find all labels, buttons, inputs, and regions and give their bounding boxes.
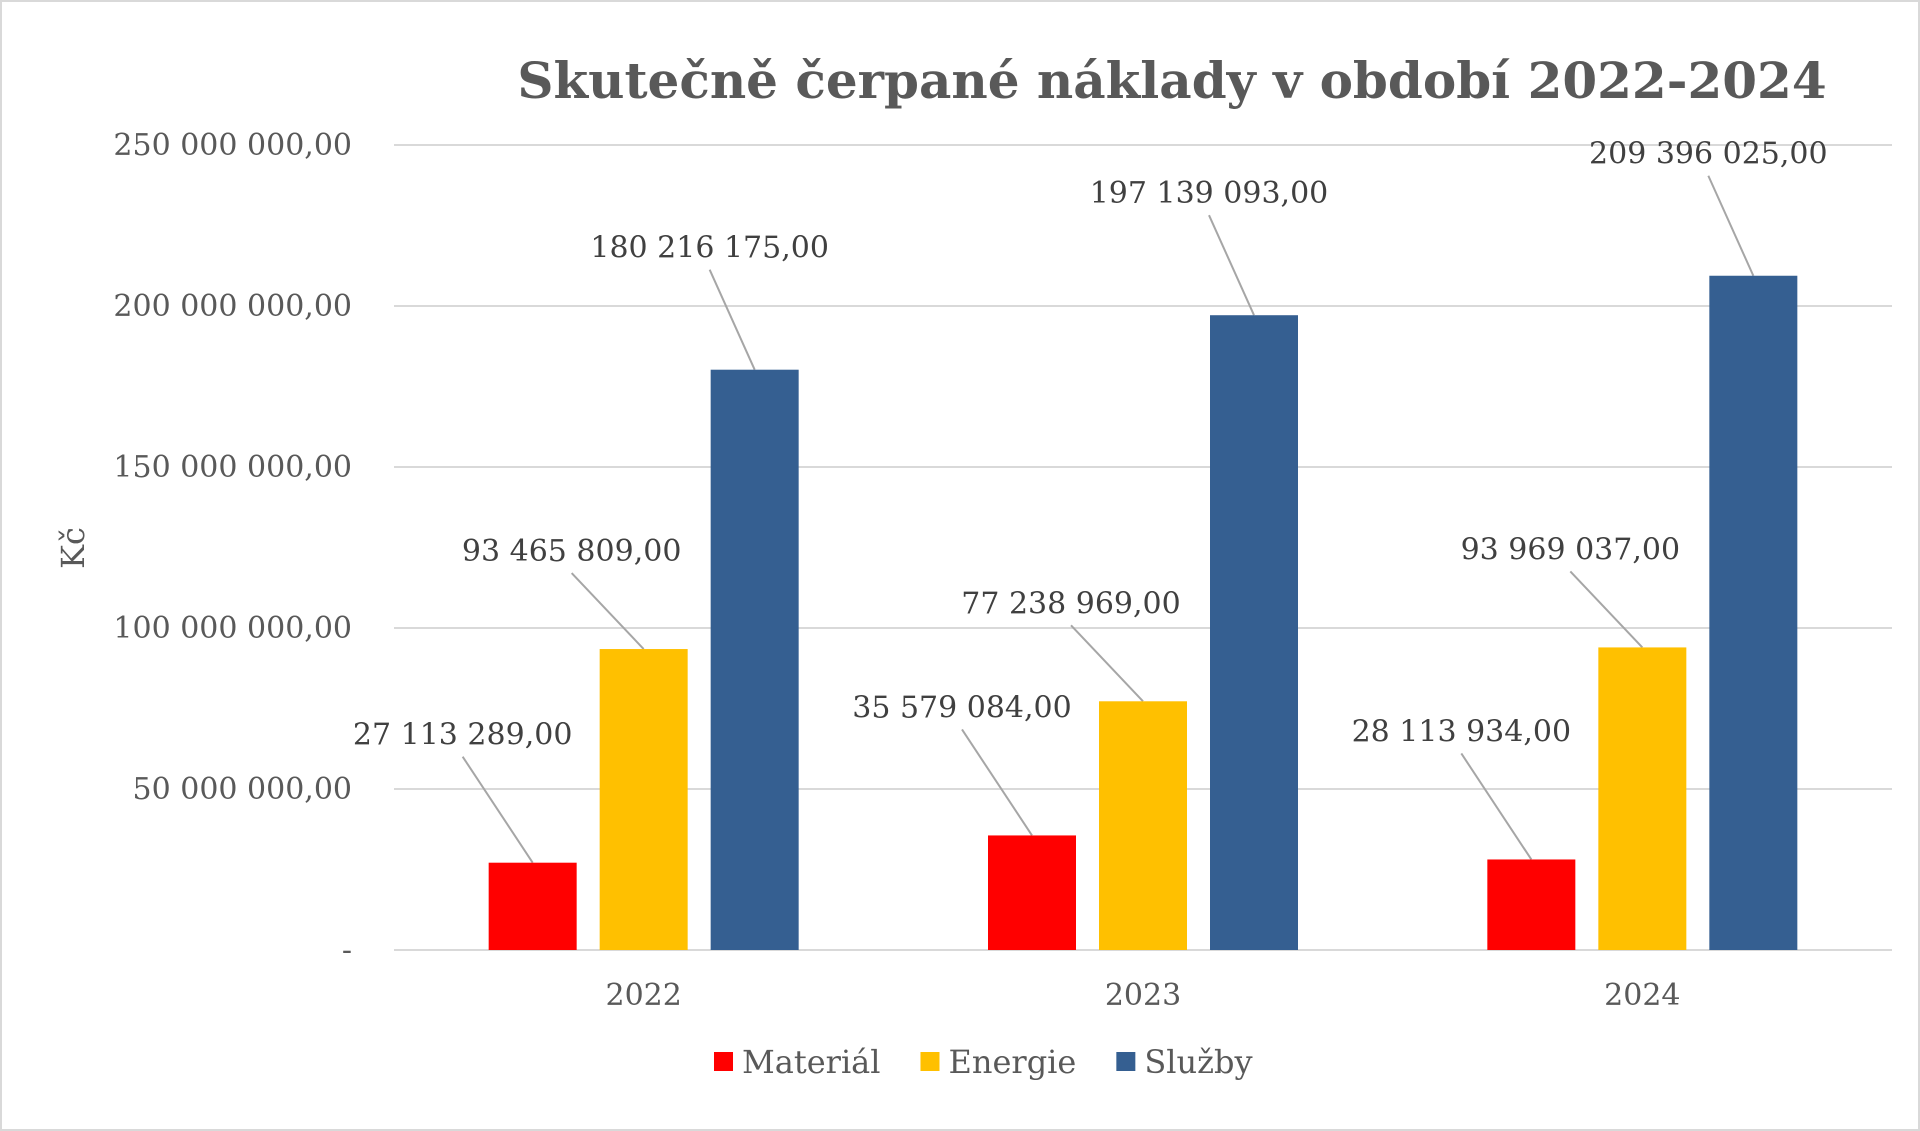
- bar-služby-2024: [1709, 275, 1798, 950]
- data-label-leader: [1070, 624, 1144, 702]
- data-label-leader: [1707, 175, 1755, 277]
- y-axis-ticks: - 50 000 000,00 100 000 000,00 150 000 000,…: [113, 128, 352, 968]
- y-tick-label: 50 000 000,00: [133, 772, 352, 807]
- bar-energie-2024: [1598, 647, 1687, 950]
- data-label: 77 238 969,00: [961, 586, 1180, 621]
- x-tick-label: 2023: [1105, 978, 1181, 1013]
- x-tick-label: 2024: [1604, 978, 1680, 1013]
- y-tick-label: 100 000 000,00: [113, 611, 352, 646]
- bars: [488, 275, 1798, 950]
- legend-swatch-materiál: [714, 1052, 733, 1071]
- data-label: 93 969 037,00: [1461, 532, 1680, 567]
- bar-služby-2023: [1210, 315, 1298, 950]
- legend-label: Materiál: [742, 1043, 880, 1081]
- data-label: 197 139 093,00: [1090, 176, 1329, 211]
- data-label-leaders: [461, 175, 1755, 864]
- bar-energie-2022: [599, 649, 688, 950]
- data-label: 180 216 175,00: [590, 231, 829, 266]
- data-labels: 27 113 289,00 93 465 809,00 180 216 175,00…: [353, 137, 1828, 753]
- data-label: 27 113 289,00: [353, 718, 572, 753]
- y-tick-label: 150 000 000,00: [113, 450, 352, 485]
- legend: Materiál Energie Služby: [714, 1043, 1253, 1081]
- legend-label: Služby: [1144, 1043, 1252, 1081]
- data-label: 35 579 084,00: [852, 690, 1071, 725]
- y-tick-label: -: [342, 933, 352, 968]
- legend-label: Energie: [948, 1043, 1076, 1081]
- bar-materiál-2022: [488, 862, 577, 950]
- data-label-leader: [961, 728, 1033, 836]
- data-label: 28 113 934,00: [1352, 714, 1571, 749]
- data-label-leader: [1569, 570, 1644, 649]
- y-axis-title: Kč: [54, 527, 92, 569]
- chart-title: Skutečně čerpané náklady v období 2022-2…: [517, 51, 1826, 110]
- bar-materiál-2024: [1487, 859, 1576, 950]
- data-label-leader: [708, 269, 756, 371]
- x-axis-ticks: 2022 2023 2024: [605, 978, 1680, 1013]
- data-label-leader: [570, 572, 645, 650]
- legend-swatch-energie: [920, 1052, 940, 1071]
- y-tick-label: 200 000 000,00: [113, 289, 352, 324]
- legend-swatch-služby: [1116, 1052, 1136, 1071]
- bar-energie-2023: [1099, 701, 1187, 950]
- data-label-leader: [1208, 214, 1255, 316]
- bar-materiál-2023: [988, 835, 1076, 950]
- data-label-leader: [1460, 752, 1533, 861]
- data-label: 209 396 025,00: [1589, 137, 1828, 172]
- data-label: 93 465 809,00: [462, 534, 681, 569]
- data-label-leader: [461, 756, 534, 864]
- y-tick-label: 250 000 000,00: [113, 128, 352, 163]
- bar-služby-2022: [710, 369, 799, 950]
- x-tick-label: 2022: [605, 978, 681, 1013]
